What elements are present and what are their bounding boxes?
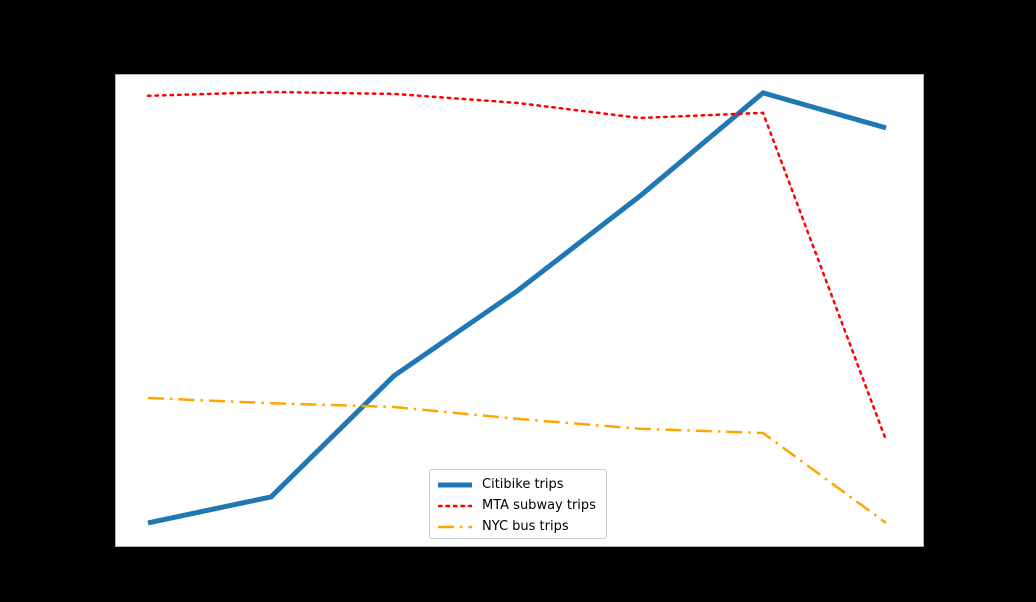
- legend-label: MTA subway trips: [482, 498, 596, 513]
- legend-label: Citibike trips: [482, 477, 564, 492]
- dotted-line-icon: [438, 499, 472, 513]
- plot-area: [115, 74, 924, 547]
- legend-item-bus: NYC bus trips: [438, 516, 598, 537]
- legend-item-mta: MTA subway trips: [438, 495, 598, 516]
- series-line-mta-subway-trips: [146, 90, 888, 442]
- legend: Citibike trips MTA subway trips NYC bus …: [429, 469, 607, 539]
- series-line-citibike-trips: [147, 90, 887, 526]
- legend-item-citibike: Citibike trips: [438, 474, 598, 495]
- dashdot-line-icon: [438, 520, 472, 534]
- solid-line-icon: [438, 478, 472, 492]
- series-line-nyc-bus-trips: [147, 396, 887, 524]
- legend-label: NYC bus trips: [482, 519, 569, 534]
